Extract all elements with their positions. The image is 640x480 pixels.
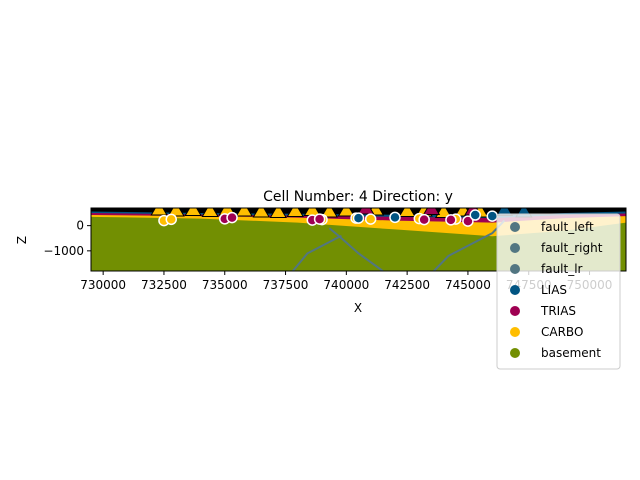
legend-marker-fault-lr <box>510 264 520 274</box>
trias-surface-point <box>446 215 456 225</box>
legend-label-lias: LIAS <box>541 283 567 297</box>
legend-label-carbo: CARBO <box>541 325 583 339</box>
legend-label-basement: basement <box>541 346 601 360</box>
trias-surface-point <box>315 214 325 224</box>
lias-surface-point <box>354 213 364 223</box>
legend-label-fault-lr: fault_lr <box>541 262 583 276</box>
x-axis-label: X <box>354 301 362 315</box>
x-tick-label: 745000 <box>445 278 491 292</box>
legend-label-fault-left: fault_left <box>541 220 594 234</box>
y-tick-label: 0 <box>76 219 84 233</box>
x-tick-label: 730000 <box>80 278 126 292</box>
y-tick-label: −1000 <box>43 244 84 258</box>
legend-marker-fault-left <box>510 222 520 232</box>
trias-surface-point <box>419 215 429 225</box>
x-tick-label: 742500 <box>384 278 430 292</box>
x-tick-label: 735000 <box>202 278 248 292</box>
x-tick-label: 737500 <box>263 278 309 292</box>
carbo-surface-point <box>366 214 376 224</box>
legend-marker-lias <box>510 285 520 295</box>
lias-surface-point <box>487 211 497 221</box>
lias-surface-point <box>470 210 480 220</box>
legend-marker-trias <box>510 306 520 316</box>
trias-surface-point <box>227 213 237 223</box>
x-tick-label: 732500 <box>141 278 187 292</box>
carbo-surface-point <box>166 214 176 224</box>
y-axis: 0 −1000 <box>43 219 91 258</box>
legend-marker-carbo <box>510 327 520 337</box>
legend-marker-basement <box>510 348 520 358</box>
legend-marker-fault-right <box>510 243 520 253</box>
chart-title: Cell Number: 4 Direction: y <box>263 189 453 205</box>
y-axis-label: Z <box>15 236 29 244</box>
legend-label-fault-right: fault_right <box>541 241 603 255</box>
legend: fault_left fault_right fault_lr LIAS TRIAS CA… <box>497 214 620 369</box>
lias-surface-point <box>390 212 400 222</box>
legend-label-trias: TRIAS <box>540 304 576 318</box>
x-tick-label: 740000 <box>323 278 369 292</box>
